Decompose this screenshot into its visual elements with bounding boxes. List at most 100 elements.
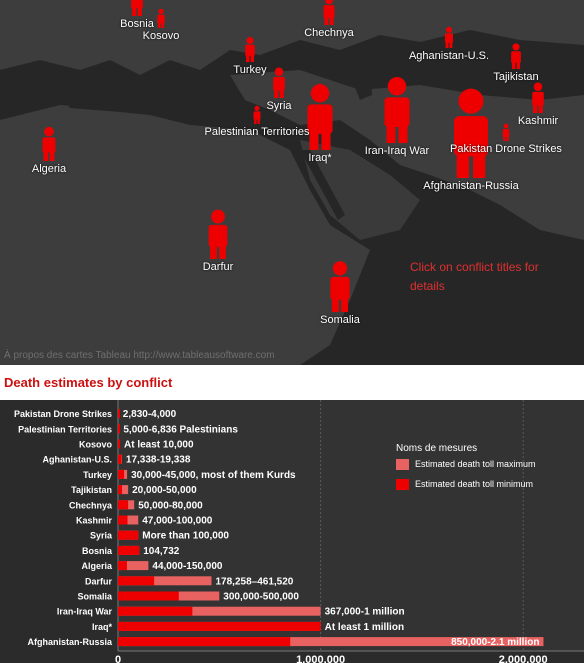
data-label-iran-iraq-war: 367,000-1 million [325, 607, 405, 618]
person-icon-iraq[interactable] [307, 84, 333, 150]
map-label-aghanistan-u-s[interactable]: Aghanistan-U.S. [408, 50, 490, 62]
person-icon-somalia[interactable] [330, 261, 350, 312]
bar-min-algeria[interactable] [118, 561, 127, 571]
map-background [0, 0, 584, 365]
bar-min-kashmir[interactable] [118, 515, 128, 525]
data-label-chechnya: 50,000-80,000 [138, 500, 203, 511]
category-label-darfur[interactable]: Darfur [85, 576, 113, 586]
map-label-pakistan-drone-strikes[interactable]: Pakistan Drone Strikes [450, 143, 562, 155]
map-label-iraq[interactable]: Iraq* [308, 152, 332, 164]
person-icon-syria[interactable] [273, 67, 285, 98]
map-label-palestinian-territories[interactable]: Palestinian Territories [204, 126, 310, 138]
legend-title: Noms de mesures [396, 443, 478, 454]
data-label-turkey: 30,000-45,000, most of them Kurds [131, 470, 296, 481]
map-label-algeria[interactable]: Algeria [31, 163, 67, 175]
conflict-figures[interactable] [0, 0, 584, 365]
sea-mediterranean [60, 90, 270, 125]
category-label-aghanistan-u-s[interactable]: Aghanistan-U.S. [42, 455, 112, 465]
bar-max-afghanistan-russia[interactable] [118, 637, 544, 647]
category-label-pakistan-drone-strikes[interactable]: Pakistan Drone Strikes [14, 409, 112, 419]
map-label-turkey[interactable]: Turkey [233, 64, 267, 76]
data-label-kosovo: At least 10,000 [124, 440, 194, 451]
bar-min-iran-iraq-war[interactable] [118, 606, 193, 616]
legend-item-max[interactable]: Estimated death toll maximum [396, 459, 536, 471]
bar-min-kosovo[interactable] [118, 439, 121, 449]
bar-chart-svg: Pakistan Drone Strikes 2,830-4,000 Palesti… [14, 400, 584, 663]
map-label-kosovo[interactable]: Kosovo [142, 30, 180, 42]
category-label-somalia[interactable]: Somalia [77, 592, 113, 602]
legend-swatch-min [396, 479, 409, 491]
data-label-tajikistan: 20,000-50,000 [132, 485, 197, 496]
conflict-map[interactable]: Bosnia Kosovo Chechnya Aghanistan-U.S. Tajik… [0, 0, 584, 365]
person-icon-aghanistan-u-s[interactable] [444, 26, 454, 48]
category-label-algeria[interactable]: Algeria [81, 561, 113, 571]
person-icon-kosovo[interactable] [157, 8, 165, 28]
category-label-turkey[interactable]: Turkey [83, 470, 112, 480]
category-label-chechnya[interactable]: Chechnya [69, 500, 113, 510]
section-title: Death estimates by conflict [4, 375, 173, 390]
bar-max-tajikistan[interactable] [118, 485, 129, 495]
data-label-darfur: 178,258–461,520 [216, 576, 294, 587]
category-label-kosovo[interactable]: Kosovo [79, 440, 113, 450]
data-label-kashmir: 47,000-100,000 [142, 516, 213, 527]
x-tick-label-2: 2,000,000 [499, 654, 548, 663]
map-label-tajikistan[interactable]: Tajikistan [493, 71, 539, 83]
legend-label-max: Estimated death toll maximum [415, 459, 536, 469]
bar-min-turkey[interactable] [118, 469, 125, 479]
bar-min-aghanistan-u-s[interactable] [118, 454, 122, 464]
bar-min-chechnya[interactable] [118, 500, 129, 510]
data-label-aghanistan-u-s: 17,338-19,338 [126, 455, 191, 466]
bar-min-tajikistan[interactable] [118, 485, 123, 495]
map-label-somalia[interactable]: Somalia [320, 314, 360, 326]
bar-max-kashmir[interactable] [118, 515, 139, 525]
person-icon-turkey[interactable] [245, 36, 255, 62]
person-icon-bosnia[interactable] [131, 0, 143, 16]
person-icon-palestinian-territories[interactable] [253, 105, 261, 124]
x-tick-label-0: 0 [115, 654, 121, 663]
bar-min-bosnia[interactable] [118, 545, 140, 555]
map-label-afghanistan-russia[interactable]: Afghanistan-Russia [423, 180, 519, 192]
data-label-somalia: 300,000-500,000 [223, 592, 299, 603]
person-icon-tajikistan[interactable] [511, 43, 521, 69]
bar-min-darfur[interactable] [118, 576, 155, 586]
bar-max-algeria[interactable] [118, 561, 149, 571]
person-icon-darfur[interactable] [208, 209, 228, 259]
data-label-algeria: 44,000-150,000 [152, 561, 223, 572]
category-label-tajikistan[interactable]: Tajikistan [71, 485, 112, 495]
person-icon-algeria[interactable] [42, 126, 56, 161]
category-label-bosnia[interactable]: Bosnia [82, 546, 113, 556]
bar-chart: Pakistan Drone Strikes 2,830-4,000 Palesti… [0, 400, 584, 663]
bar-min-iraq[interactable] [118, 621, 321, 631]
map-label-bosnia[interactable]: Bosnia [120, 18, 154, 30]
map-credit[interactable]: À propos des cartes Tableau http://www.t… [4, 350, 275, 361]
category-label-syria[interactable]: Syria [90, 531, 113, 541]
legend-item-min[interactable]: Estimated death toll minimum [396, 479, 533, 491]
map-label-iran-iraq-war[interactable]: Iran-Iraq War [364, 145, 430, 157]
bar-min-syria[interactable] [118, 530, 139, 540]
bar-max-iran-iraq-war[interactable] [118, 606, 321, 616]
bar-min-afghanistan-russia[interactable] [118, 637, 291, 647]
category-label-palestinian-territories[interactable]: Palestinian Territories [18, 424, 112, 434]
category-label-afghanistan-russia[interactable]: Afghanistan-Russia [27, 637, 113, 647]
bar-min-palestinian-territories[interactable] [118, 424, 120, 434]
data-label-syria: More than 100,000 [142, 531, 229, 542]
bar-max-darfur[interactable] [118, 576, 212, 586]
sea-caspian [352, 55, 372, 100]
person-icon-pakistan-drone-strikes[interactable] [502, 123, 510, 141]
person-icon-chechnya[interactable] [323, 0, 335, 25]
bar-min-somalia[interactable] [118, 591, 179, 601]
category-label-iran-iraq-war[interactable]: Iran-Iraq War [57, 607, 113, 617]
person-icon-iran-iraq-war[interactable] [384, 77, 410, 143]
map-label-syria[interactable]: Syria [266, 100, 292, 112]
category-label-iraq[interactable]: Iraq* [92, 622, 113, 632]
data-label-pakistan-drone-strikes: 2,830-4,000 [123, 409, 177, 420]
map-label-chechnya[interactable]: Chechnya [304, 27, 354, 39]
map-label-kashmir[interactable]: Kashmir [517, 115, 559, 127]
category-label-kashmir[interactable]: Kashmir [76, 516, 113, 526]
bar-min-pakistan-drone-strikes[interactable] [118, 409, 120, 419]
person-icon-kashmir[interactable] [532, 82, 544, 113]
person-icon-afghanistan-russia[interactable] [454, 88, 488, 178]
map-label-darfur[interactable]: Darfur [202, 261, 234, 273]
landmass-europe [0, 0, 584, 75]
x-tick-label-1: 1,000,000 [296, 654, 345, 663]
